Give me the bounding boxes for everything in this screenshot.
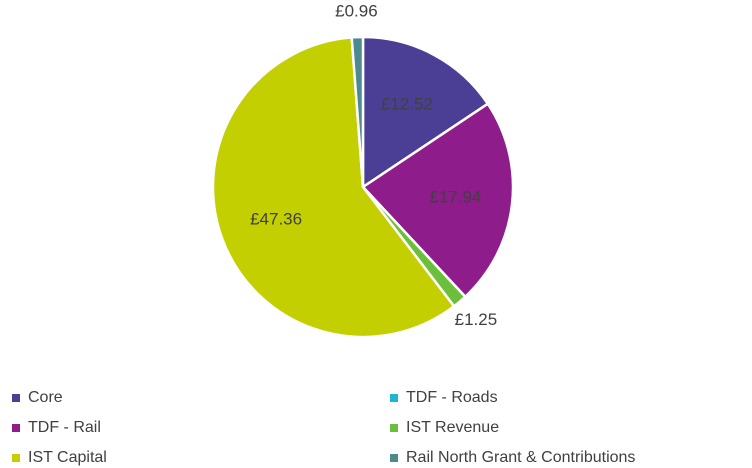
pie-slice [211, 36, 456, 339]
data-label: £1.25 [455, 310, 498, 329]
legend-swatch [390, 394, 398, 402]
pie-slice [361, 102, 515, 299]
legend-swatch [12, 394, 20, 402]
legend-label: Core [28, 389, 63, 406]
legend-label: IST Capital [28, 449, 107, 466]
legend-swatch [390, 424, 398, 432]
legend-swatch [390, 454, 398, 462]
legend-label: IST Revenue [406, 419, 499, 436]
legend-label: TDF - Rail [28, 419, 101, 436]
legend-swatch [12, 454, 20, 462]
legend-swatch [12, 424, 20, 432]
data-label: £12.52 [381, 94, 433, 113]
data-label: £0.96 [335, 2, 378, 21]
data-label: £47.36 [250, 210, 302, 229]
pie-slice [350, 35, 365, 188]
legend-label: TDF - Roads [406, 389, 498, 406]
data-label: £17.94 [429, 187, 481, 206]
legend-label: Rail North Grant & Contributions [406, 449, 635, 466]
pie-slice [361, 35, 490, 190]
